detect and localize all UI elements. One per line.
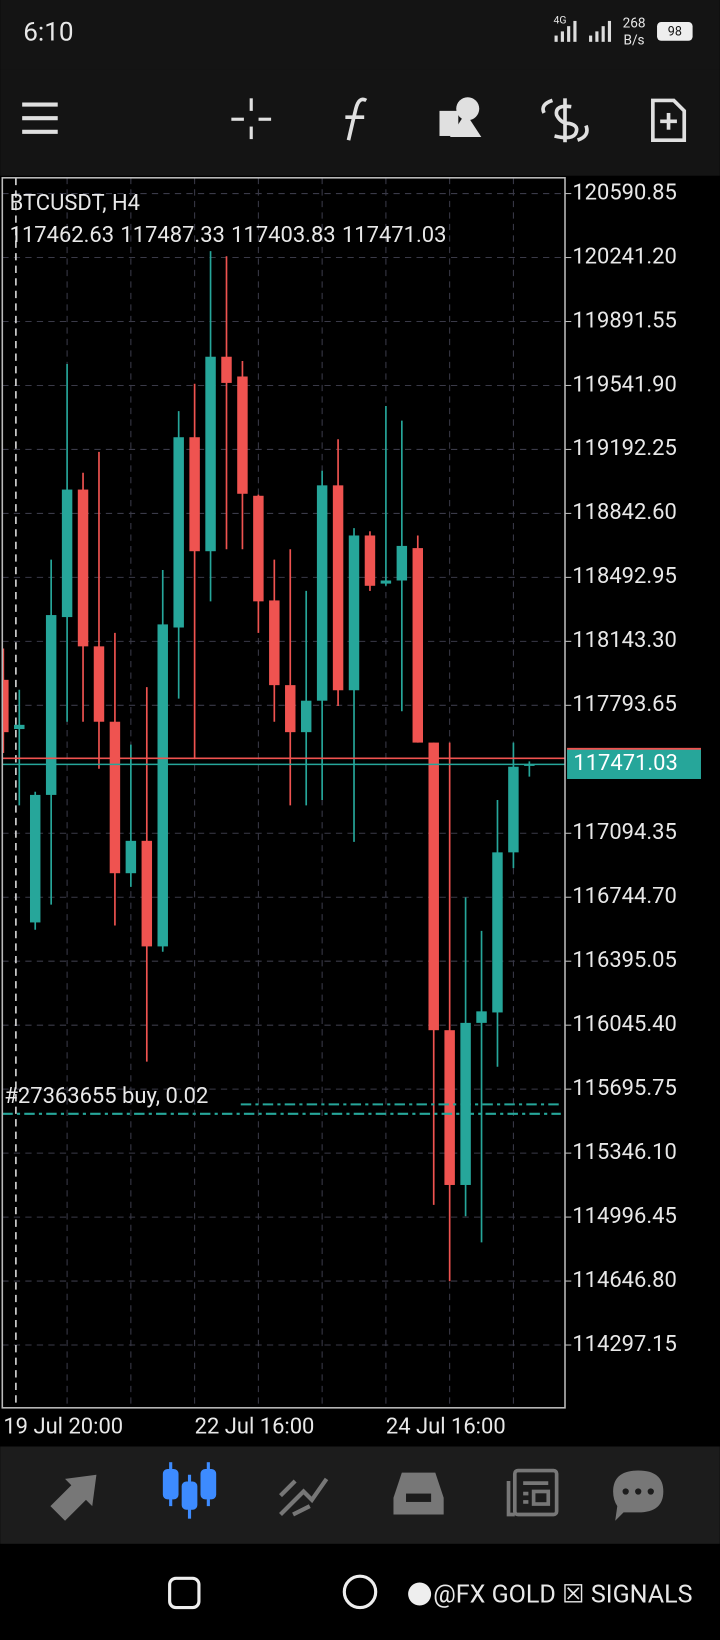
bid-label-bg [567,749,701,779]
order-label: #27363655 buy, 0.02 [4,1084,208,1109]
net-speed: 268 [623,16,646,32]
status-time: 6:10 [23,17,73,47]
y-tick-label: 115695.75 [572,1076,677,1101]
plot-frame [1,177,566,1409]
ohlc-high: 117487.33 [120,223,225,248]
recents-button[interactable] [168,1576,201,1610]
candle-body [173,437,184,628]
y-tick-label: 119891.55 [572,308,677,333]
bid-label: 117471.03 [573,751,678,776]
objects-button[interactable] [439,97,482,138]
y-tick-label: 118492.95 [572,564,677,589]
toolbar [0,69,720,176]
y-tick-label: 120241.20 [572,244,677,269]
y-tick-label: 114297.15 [572,1332,677,1357]
watermark: @FX GOLD ☒ SIGNALS [408,1581,693,1610]
candle-body [412,548,424,743]
x-tick-label: 24 Jul 16:00 [386,1414,506,1439]
y-tick-label: 118842.60 [572,500,677,525]
y-tick-label: 116395.05 [572,948,677,973]
y-tick-label: 115346.10 [572,1140,677,1165]
candle-body [492,852,503,1013]
signal-icon [554,20,612,42]
candle-body [109,721,121,874]
ohlc-open: 117462.63 [10,223,115,248]
y-tick-label: 120590.85 [572,180,677,205]
candle-body [205,356,216,552]
candle-body [476,1011,487,1023]
y-tick-label: 119192.25 [572,436,677,461]
battery-icon [657,21,693,41]
new-order-button[interactable] [651,98,687,142]
y-tick-label: 116744.70 [572,884,677,909]
candle-body [396,545,408,581]
home-button[interactable] [342,1574,378,1610]
x-tick-label: 22 Jul 16:00 [195,1414,315,1439]
trade-tab[interactable] [279,1477,329,1517]
indicators-button[interactable] [345,97,368,141]
candle-body [380,580,392,584]
trade-button[interactable] [541,98,589,143]
grid [2,177,565,1408]
y-tick-label: 116045.40 [572,1012,677,1037]
candle-body [77,489,89,647]
candle-body [316,485,328,701]
candle-body [364,535,376,586]
battery-level: 98 [668,25,682,40]
y-tick-label: 117793.65 [572,692,677,717]
y-tick-label: 114996.45 [572,1204,677,1229]
candle-body [444,1030,455,1185]
messages-tab[interactable] [613,1470,664,1521]
candle-body [14,724,25,730]
candle-body [221,356,232,383]
network-type: 4G [553,14,566,27]
candle-body [141,840,153,947]
symbol-label: BTCUSDT, H4 [10,191,140,216]
candle-body [29,794,41,923]
y-tick-label: 114646.80 [572,1268,677,1293]
price-axis: 120590.85 120241.20 119891.55 119541.90 1191… [565,180,677,1357]
candle-body [189,437,200,552]
watermark-text: @FX GOLD ☒ SIGNALS [433,1581,692,1610]
news-tab[interactable] [506,1468,559,1517]
y-tick-label: 119541.90 [572,372,677,397]
candle-body [300,700,312,733]
candle-body [428,742,439,1031]
candle-body [157,624,168,947]
ohlc-close: 117471.03 [342,223,447,248]
candle-body [269,600,280,686]
candle-body [2,679,9,733]
candle-body [125,840,137,874]
plot-area [2,251,565,1282]
candle-body [253,495,264,602]
chart-tab[interactable] [162,1462,217,1519]
quotes-tab[interactable] [50,1474,97,1521]
candle-body [332,485,344,691]
ohlc-low: 117403.83 [231,223,336,248]
candle-body [285,685,296,733]
candle-body [348,535,360,691]
candle-body [237,376,248,494]
status-bar [0,0,720,70]
history-tab[interactable] [393,1472,444,1515]
x-tick-label: 19 Jul 20:00 [3,1414,123,1439]
candle-body [93,646,105,722]
ohlc-readout: 117462.63 117487.33 117403.83 117471.03 [10,223,447,248]
y-tick-label: 117094.35 [572,820,677,845]
net-speed-unit: B/s [623,32,644,48]
y-tick-label: 118143.30 [572,628,677,653]
bottom-nav [0,1446,720,1544]
crosshair-button[interactable] [231,98,272,140]
candle-body [45,615,57,795]
candle-body [508,766,519,853]
candle-body [61,489,73,618]
menu-button[interactable] [22,102,58,134]
